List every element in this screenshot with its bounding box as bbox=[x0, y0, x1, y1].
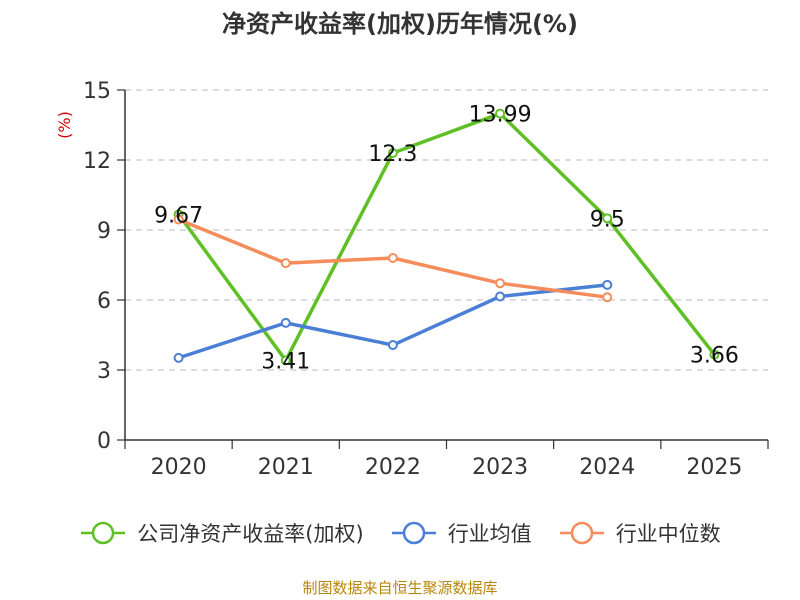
legend-marker-icon bbox=[391, 521, 436, 545]
x-tick-label: 2020 bbox=[151, 455, 207, 480]
y-tick-label: 0 bbox=[97, 429, 111, 454]
y-axis-label: (%) bbox=[55, 111, 74, 139]
data-point bbox=[280, 258, 291, 269]
y-tick-label: 12 bbox=[83, 149, 111, 174]
legend-marker-icon bbox=[81, 521, 126, 545]
legend-marker-icon bbox=[559, 521, 604, 545]
y-tick-label: 15 bbox=[83, 79, 111, 104]
legend-item[interactable]: 公司净资产收益率(加权) bbox=[79, 518, 364, 548]
series-line-0 bbox=[176, 111, 717, 363]
data-label: 3.66 bbox=[690, 344, 739, 369]
x-tick-label: 2025 bbox=[686, 455, 742, 480]
y-tick-label: 3 bbox=[97, 359, 111, 384]
chart-title: 净资产收益率(加权)历年情况(%) bbox=[222, 10, 578, 38]
data-point bbox=[387, 340, 398, 351]
data-label: 12.3 bbox=[368, 142, 417, 167]
x-tick-label: 2022 bbox=[365, 455, 421, 480]
source-note: 制图数据来自恒生聚源数据库 bbox=[302, 579, 498, 597]
data-label: 3.41 bbox=[261, 349, 310, 374]
x-tick-label: 2023 bbox=[472, 455, 528, 480]
legend-label: 行业中位数 bbox=[615, 522, 721, 546]
data-label: 9.67 bbox=[154, 203, 203, 228]
data-label: 9.5 bbox=[590, 207, 625, 232]
data-point bbox=[602, 213, 613, 224]
y-tick-label: 9 bbox=[97, 219, 111, 244]
data-point bbox=[495, 278, 506, 289]
data-point bbox=[280, 355, 291, 366]
x-tick-label: 2021 bbox=[258, 455, 314, 480]
data-point bbox=[495, 108, 506, 119]
data-point bbox=[602, 292, 613, 303]
data-point bbox=[709, 349, 720, 360]
x-tick-label: 2024 bbox=[579, 455, 635, 480]
chart-legend: 公司净资产收益率(加权) 行业均值 行业中位数 bbox=[0, 518, 800, 548]
data-point bbox=[495, 291, 506, 302]
data-point bbox=[602, 279, 613, 290]
legend-label: 公司净资产收益率(加权) bbox=[137, 522, 364, 546]
data-point bbox=[280, 317, 291, 328]
legend-item[interactable]: 行业均值 bbox=[390, 518, 532, 548]
legend-item[interactable]: 行业中位数 bbox=[558, 518, 721, 548]
legend-label: 行业均值 bbox=[447, 522, 532, 546]
data-label: 13.99 bbox=[469, 103, 532, 128]
data-point bbox=[387, 253, 398, 263]
y-tick-label: 6 bbox=[97, 289, 111, 314]
data-point bbox=[173, 352, 184, 363]
data-point bbox=[173, 214, 184, 225]
data-point bbox=[387, 148, 398, 158]
